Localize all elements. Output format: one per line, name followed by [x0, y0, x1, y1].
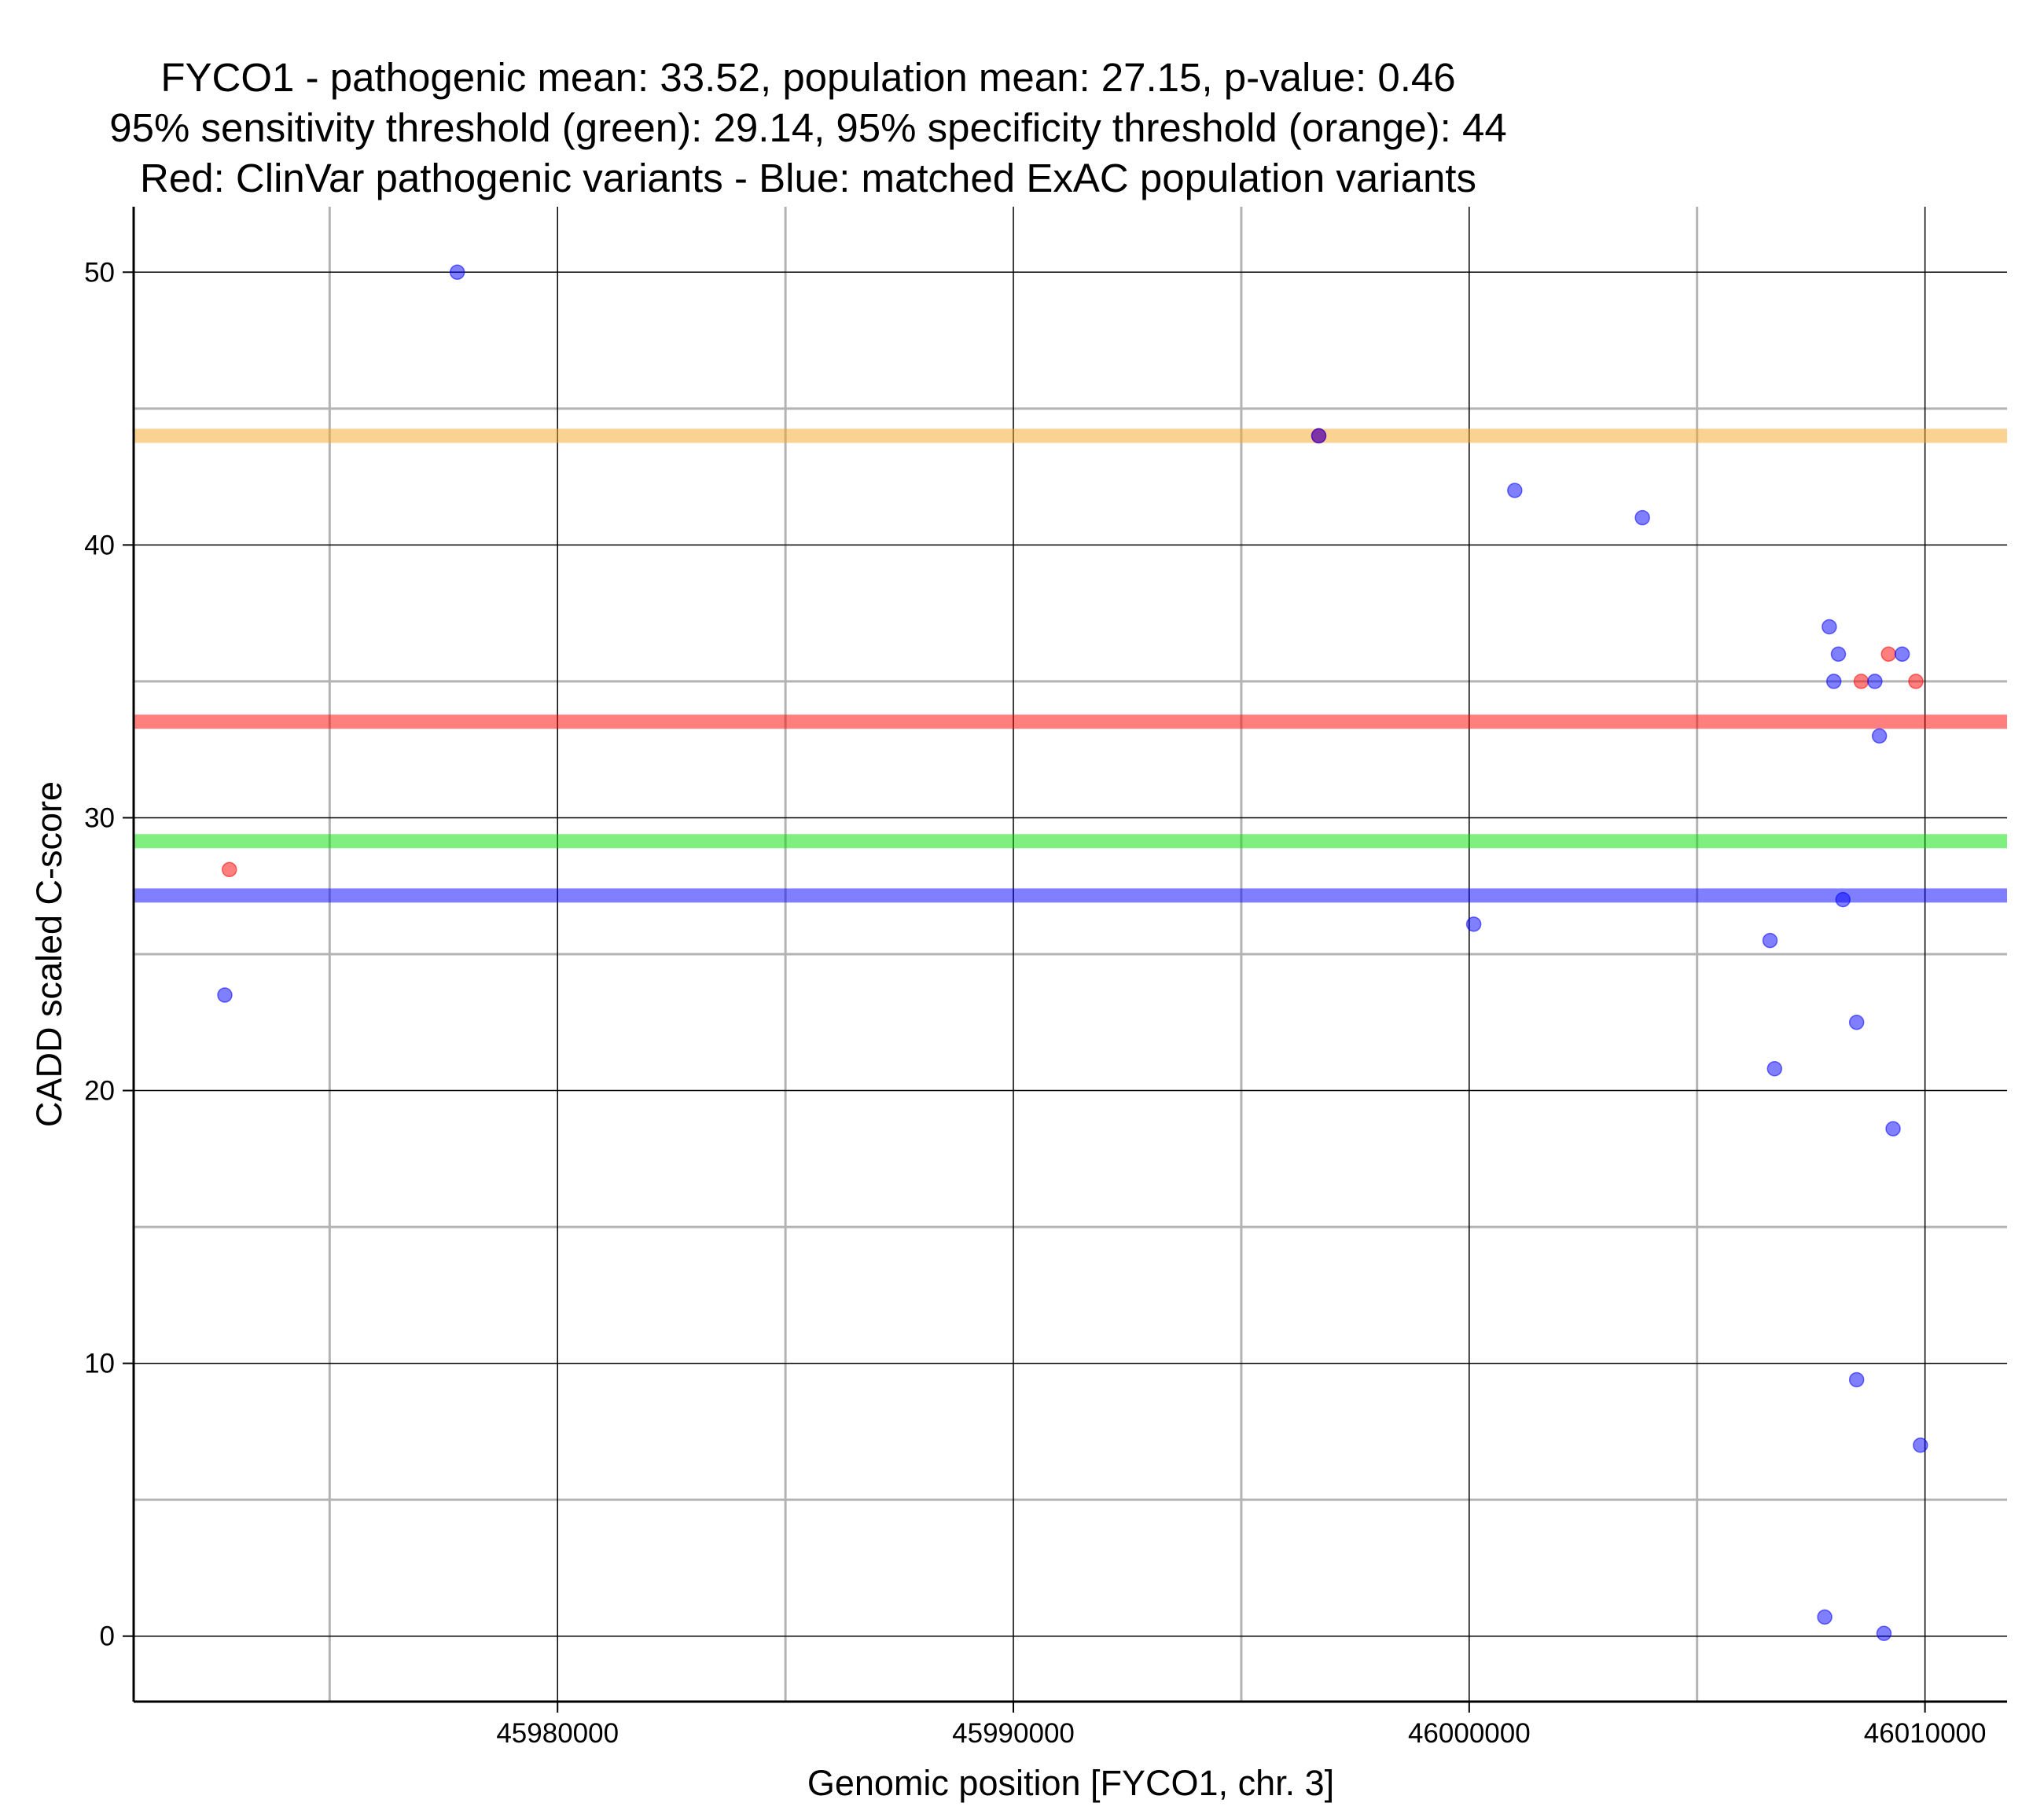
x-axis-title: Genomic position [FYCO1, chr. 3] — [807, 1763, 1334, 1803]
data-point — [1762, 932, 1778, 949]
x-tick-label: 46000000 — [1408, 1718, 1531, 1749]
data-point — [1822, 619, 1837, 635]
data-point — [1913, 1437, 1928, 1453]
data-point — [1848, 1015, 1865, 1030]
minor-gridlines — [134, 207, 2007, 1702]
data-point — [1817, 1609, 1833, 1625]
major-gridlines — [134, 207, 2007, 1702]
chart-title-line-3: Red: ClinVar pathogenic variants - Blue:… — [140, 156, 1476, 200]
data-point — [1867, 674, 1883, 689]
y-tick-label: 0 — [100, 1621, 115, 1652]
data-point — [1853, 674, 1869, 689]
data-point — [1507, 483, 1523, 498]
data-point — [1830, 646, 1847, 662]
data-point — [222, 861, 237, 878]
data-point — [1835, 891, 1851, 908]
data-point — [1766, 1061, 1783, 1077]
data-point — [1908, 674, 1924, 689]
axes — [132, 207, 2007, 1703]
x-ticks: 45980000 45990000 46000000 46010000 — [496, 1702, 1987, 1749]
data-point — [217, 987, 233, 1003]
y-tick-label: 40 — [84, 530, 115, 560]
chart-title-line-1: FYCO1 - pathogenic mean: 33.52, populati… — [160, 55, 1455, 100]
reference-lines — [134, 428, 2007, 903]
chart-title-line-2: 95% sensitivity threshold (green): 29.14… — [109, 105, 1506, 150]
data-point — [1311, 428, 1327, 444]
x-tick-label: 45990000 — [952, 1718, 1075, 1749]
data-point — [1876, 1625, 1892, 1641]
data-points — [217, 264, 1928, 1641]
y-tick-label: 50 — [84, 257, 115, 288]
data-point — [1885, 1121, 1901, 1137]
data-point — [1848, 1372, 1865, 1388]
y-tick-label: 10 — [84, 1349, 115, 1379]
data-point — [1825, 674, 1842, 689]
y-ticks: 0 10 20 30 40 50 — [84, 257, 134, 1652]
data-point — [1871, 728, 1888, 744]
data-point — [1634, 509, 1650, 526]
data-point — [449, 264, 465, 281]
x-tick-label: 46010000 — [1864, 1718, 1987, 1749]
data-point — [1894, 646, 1910, 662]
y-axis-title: CADD scaled C-score — [29, 781, 69, 1127]
x-tick-label: 45980000 — [496, 1718, 619, 1749]
data-point — [1465, 916, 1482, 932]
data-point — [1880, 646, 1897, 662]
y-tick-label: 30 — [84, 802, 115, 833]
y-tick-label: 20 — [84, 1076, 115, 1107]
